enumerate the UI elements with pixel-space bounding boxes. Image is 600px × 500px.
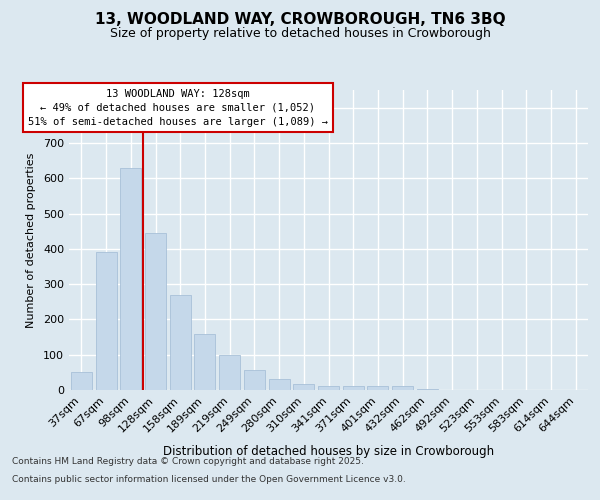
Bar bbox=[392, 386, 413, 390]
Text: 13 WOODLAND WAY: 128sqm
← 49% of detached houses are smaller (1,052)
51% of semi: 13 WOODLAND WAY: 128sqm ← 49% of detache… bbox=[28, 88, 328, 126]
Text: Contains public sector information licensed under the Open Government Licence v3: Contains public sector information licen… bbox=[12, 475, 406, 484]
Bar bbox=[71, 372, 92, 390]
Bar bbox=[343, 386, 364, 390]
Bar bbox=[318, 386, 339, 390]
Bar bbox=[244, 370, 265, 390]
Bar bbox=[95, 252, 116, 390]
Bar bbox=[269, 380, 290, 390]
Bar bbox=[367, 386, 388, 390]
Bar bbox=[194, 334, 215, 390]
Text: Size of property relative to detached houses in Crowborough: Size of property relative to detached ho… bbox=[110, 28, 490, 40]
Bar bbox=[120, 168, 141, 390]
Bar bbox=[145, 233, 166, 390]
Bar bbox=[293, 384, 314, 390]
Text: Contains HM Land Registry data © Crown copyright and database right 2025.: Contains HM Land Registry data © Crown c… bbox=[12, 458, 364, 466]
Text: 13, WOODLAND WAY, CROWBOROUGH, TN6 3BQ: 13, WOODLAND WAY, CROWBOROUGH, TN6 3BQ bbox=[95, 12, 505, 28]
X-axis label: Distribution of detached houses by size in Crowborough: Distribution of detached houses by size … bbox=[163, 445, 494, 458]
Y-axis label: Number of detached properties: Number of detached properties bbox=[26, 152, 36, 328]
Bar bbox=[170, 294, 191, 390]
Bar bbox=[219, 354, 240, 390]
Bar bbox=[417, 389, 438, 390]
